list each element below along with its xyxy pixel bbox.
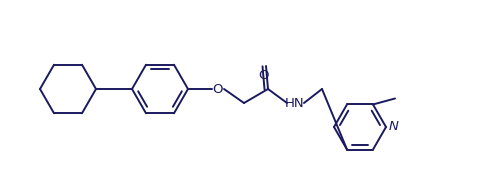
Text: HN: HN [285,97,304,110]
Text: O: O [258,68,269,82]
Text: N: N [388,120,398,134]
Text: O: O [212,83,223,95]
